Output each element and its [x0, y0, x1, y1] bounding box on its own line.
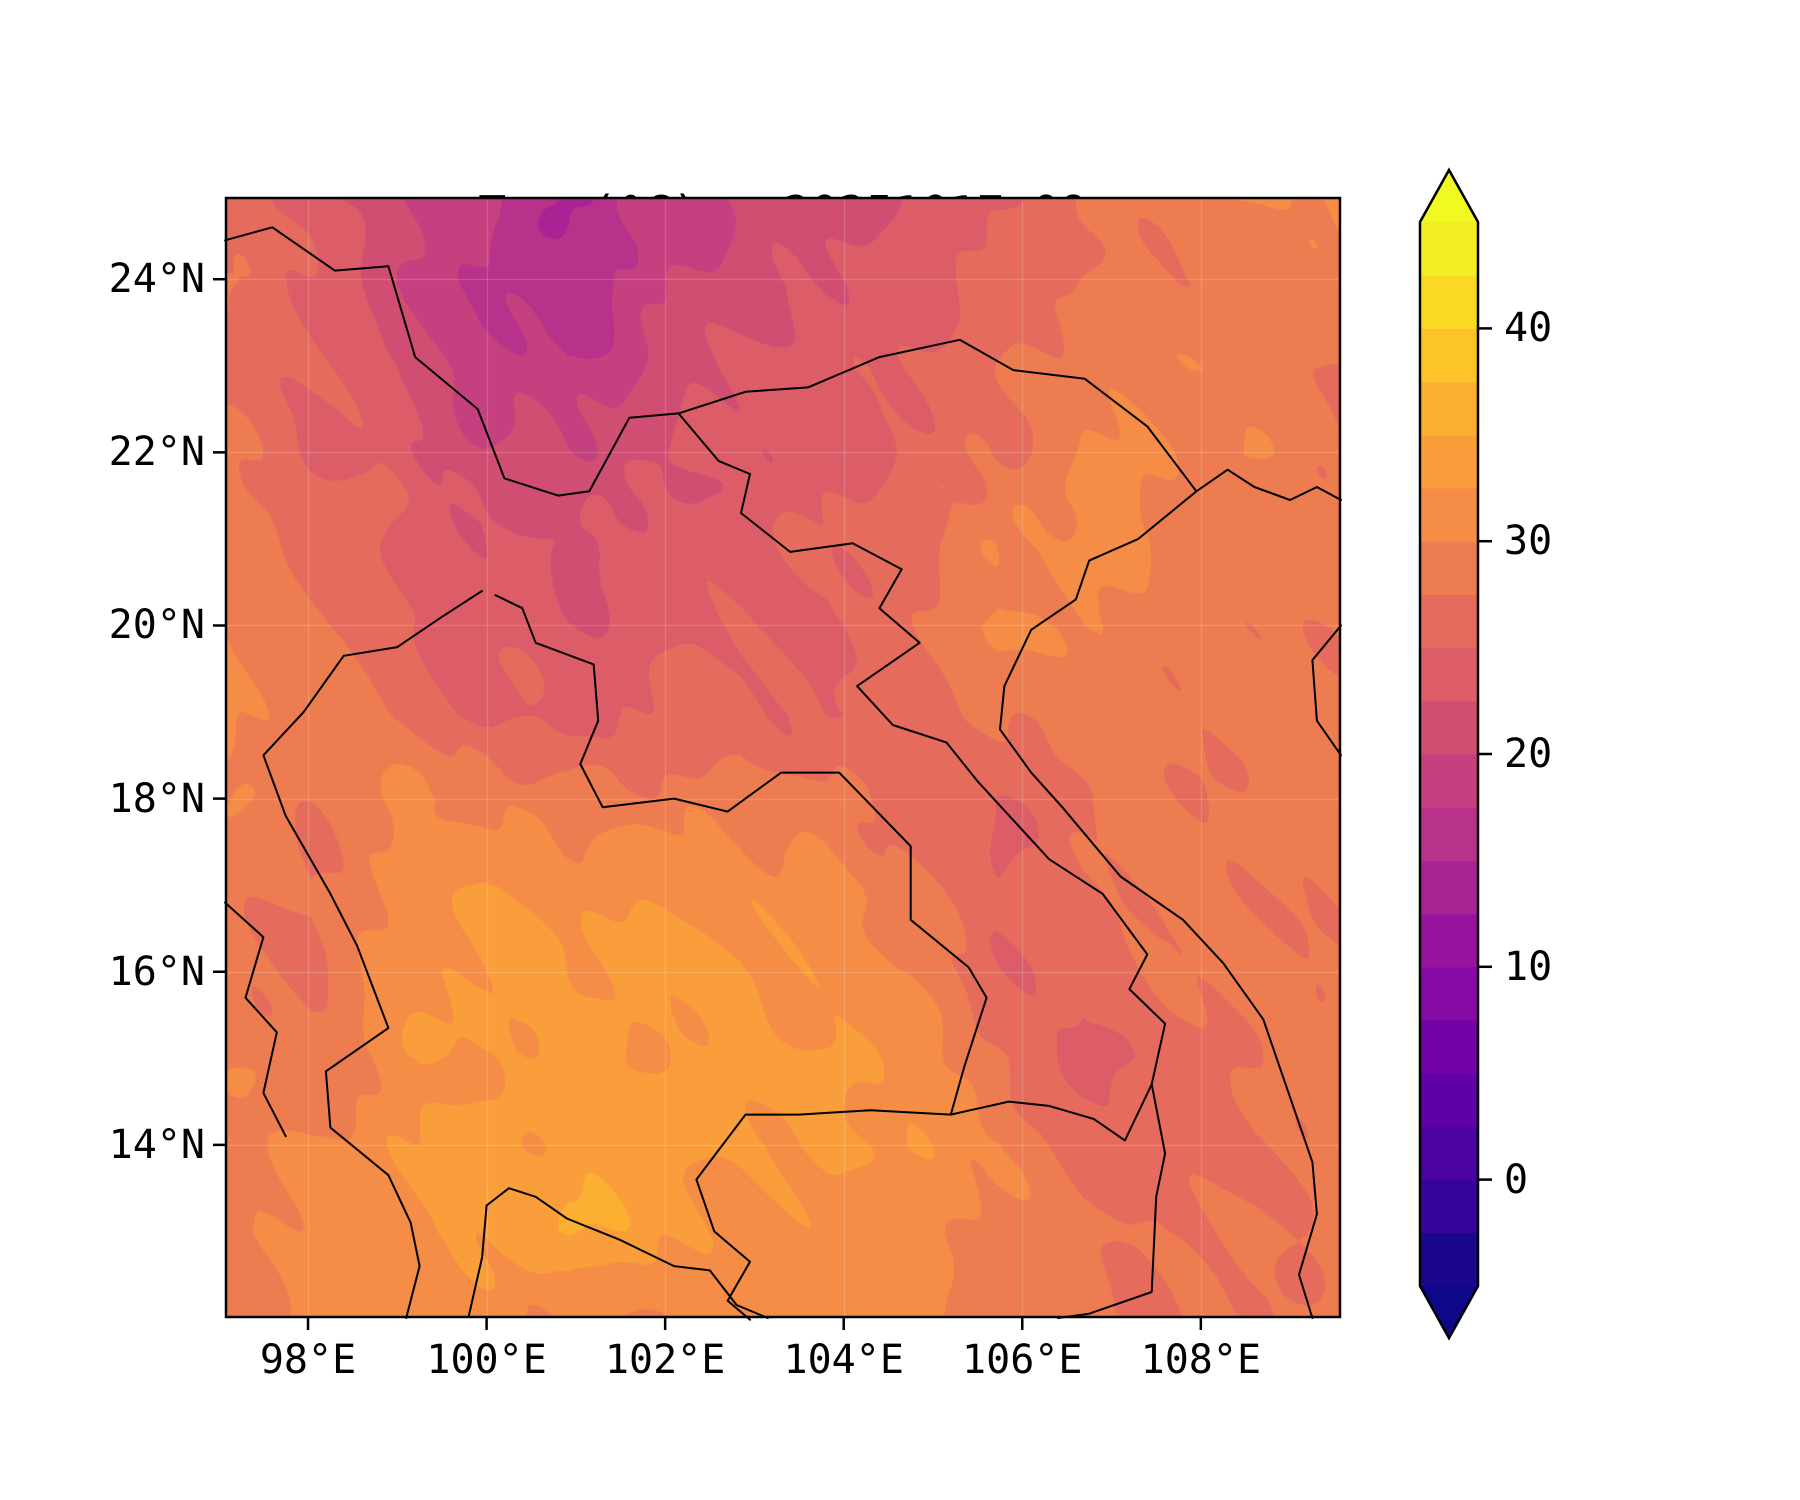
colorbar-extend-min-arrow	[1420, 1286, 1478, 1338]
colorbar-band	[1420, 328, 1478, 383]
colorbar-extend-max-arrow	[1420, 170, 1478, 222]
colorbar-band	[1420, 488, 1478, 542]
y-tick-label: 24°N	[108, 256, 205, 303]
colorbar-band	[1420, 807, 1478, 861]
colorbar-band	[1420, 434, 1478, 489]
colorbar-tick-marks	[1478, 327, 1492, 1181]
map-plot-area	[213, 196, 1342, 1330]
colorbar-outline	[1418, 167, 1480, 1341]
colorbar-band	[1420, 1179, 1478, 1234]
colorbar	[1418, 167, 1492, 1341]
colorbar-band	[1420, 541, 1478, 595]
x-tick-label: 108°E	[1140, 1337, 1262, 1383]
x-tick-label: 98°E	[259, 1337, 357, 1383]
colorbar-band	[1420, 913, 1478, 968]
colorbar-tick-label: 10	[1504, 943, 1553, 990]
colorbar-band	[1420, 222, 1478, 276]
country-borders	[224, 226, 1342, 1321]
y-tick-label: 18°N	[108, 775, 205, 822]
colorbar-band	[1420, 594, 1478, 649]
colorbar-band	[1420, 1232, 1478, 1287]
colorbar-bands	[1420, 222, 1478, 1287]
colorbar-band	[1420, 754, 1478, 808]
plot-frame	[224, 196, 1342, 1319]
colorbar-band	[1420, 1020, 1478, 1074]
axis-tick-marks	[213, 277, 1203, 1330]
x-tick-label: 102°E	[604, 1337, 726, 1383]
map-overlay	[213, 196, 1342, 1330]
colorbar-band	[1420, 966, 1478, 1021]
colorbar-tick-label: 30	[1504, 518, 1553, 565]
colorbar-band	[1420, 275, 1478, 329]
x-tick-label: 106°E	[962, 1337, 1083, 1383]
colorbar-band	[1420, 1073, 1478, 1127]
colorbar-tick-label: 0	[1504, 1156, 1529, 1203]
colorbar-band	[1420, 700, 1478, 755]
colorbar-band	[1420, 381, 1478, 436]
colorbar-tick-label: 20	[1504, 731, 1553, 777]
temperature-field-canvas	[225, 197, 1341, 1318]
colorbar-band	[1420, 860, 1478, 915]
x-tick-label: 104°E	[783, 1337, 904, 1383]
y-tick-label: 14°N	[108, 1121, 205, 1168]
y-tick-label: 16°N	[108, 948, 205, 995]
colorbar-band	[1420, 1126, 1478, 1181]
x-tick-label: 100°E	[426, 1337, 547, 1383]
y-tick-label: 20°N	[108, 602, 205, 649]
colorbar-tick-label: 40	[1504, 305, 1553, 352]
y-tick-label: 22°N	[108, 429, 205, 476]
colorbar-band	[1420, 647, 1478, 702]
